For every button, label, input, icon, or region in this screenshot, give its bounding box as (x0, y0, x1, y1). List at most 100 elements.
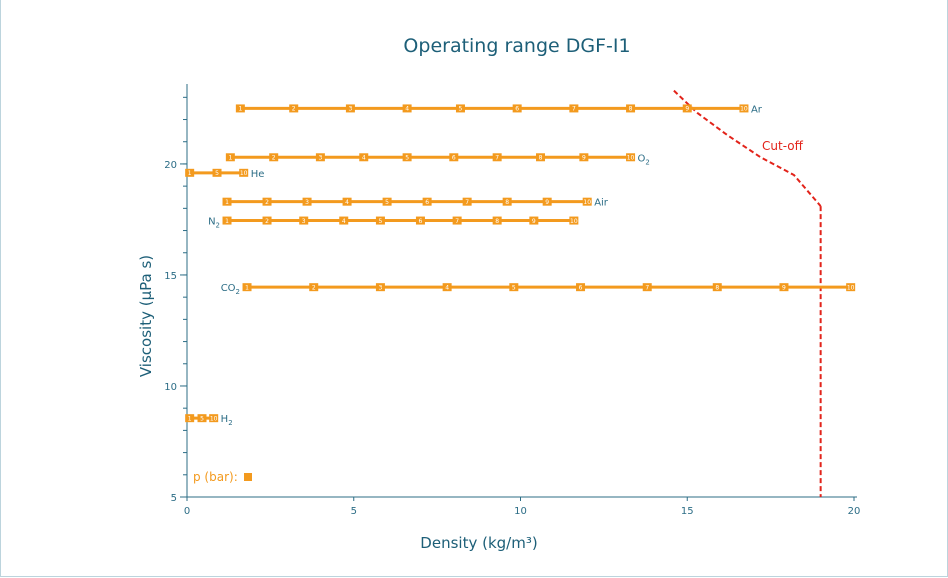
x-tick-label: 5 (351, 506, 357, 517)
pressure-marker (452, 216, 462, 225)
pressure-marker-label: 5 (512, 284, 516, 291)
pressure-marker-label: 6 (515, 106, 519, 113)
pressure-marker-label: 4 (362, 154, 366, 161)
series-label-subscript: 2 (216, 222, 220, 230)
pressure-marker (212, 168, 222, 177)
series-label-subscript: 2 (236, 288, 240, 296)
pressure-marker (492, 153, 502, 162)
pressure-marker-label: 8 (505, 199, 509, 206)
pressure-marker (449, 153, 459, 162)
pressure-marker (415, 216, 425, 225)
pressure-marker (375, 216, 385, 225)
series-label-name: O (638, 153, 646, 164)
series-label: Air (594, 198, 609, 209)
pressure-marker (302, 197, 312, 206)
pressure-marker (235, 104, 245, 113)
pressure-marker (512, 104, 522, 113)
pressure-marker (576, 283, 586, 292)
pressure-marker (442, 283, 452, 292)
pressure-marker (542, 197, 552, 206)
pressure-marker (185, 168, 195, 177)
pressure-marker-label: 10 (240, 170, 248, 177)
pressure-marker (626, 104, 636, 113)
pressure-marker (569, 216, 579, 225)
series-label-name: N (208, 217, 215, 228)
pressure-marker (779, 283, 789, 292)
series-label-subscript: 2 (645, 158, 649, 166)
pressure-marker (359, 153, 369, 162)
pressure-marker (197, 414, 207, 423)
pressure-marker-label: 3 (379, 284, 383, 291)
pressure-marker-label: 2 (272, 154, 276, 161)
y-axis-label: Viscosity (μPa s) (137, 255, 155, 377)
pressure-marker-label: 3 (349, 106, 353, 113)
pressure-marker (402, 153, 412, 162)
pressure-marker (502, 197, 512, 206)
pressure-marker-label: 2 (265, 218, 269, 225)
y-tick-label: 10 (164, 382, 177, 393)
y-tick-label: 5 (171, 493, 177, 504)
x-tick-label: 10 (514, 506, 527, 517)
pressure-marker-label: 1 (238, 106, 242, 113)
pressure-legend-label: p (bar): (193, 470, 238, 484)
y-tick-label: 20 (164, 160, 177, 171)
series-label-subscript: 2 (228, 419, 232, 427)
pressure-marker-label: 8 (495, 218, 499, 225)
pressure-marker (579, 153, 589, 162)
pressure-marker-label: 5 (405, 154, 409, 161)
pressure-marker (569, 104, 579, 113)
pressure-marker-label: 10 (570, 218, 578, 225)
pressure-marker (262, 197, 272, 206)
pressure-marker-label: 6 (452, 154, 456, 161)
x-tick-label: 20 (848, 506, 861, 517)
pressure-marker-label: 5 (200, 415, 204, 422)
pressure-marker-label: 7 (645, 284, 649, 291)
y-tick-label: 15 (164, 271, 177, 282)
pressure-marker (382, 197, 392, 206)
pressure-marker (225, 153, 235, 162)
pressure-marker (222, 216, 232, 225)
pressure-marker (642, 283, 652, 292)
pressure-marker-label: 3 (305, 199, 309, 206)
pressure-marker (375, 283, 385, 292)
pressure-marker (455, 104, 465, 113)
pressure-marker-label: 7 (455, 218, 459, 225)
pressure-marker-label: 9 (545, 199, 549, 206)
chart-title: Operating range DGF-I1 (403, 35, 630, 57)
pressure-marker (209, 414, 219, 423)
series-o2: 1 2 3 4 5 6 7 8 9 10 O2 (225, 153, 650, 166)
pressure-marker (289, 104, 299, 113)
pressure-marker-label: 2 (265, 199, 269, 206)
series-label: CO2 (221, 283, 240, 296)
series-he: 1 5 10 He (185, 168, 264, 180)
pressure-marker-label: 2 (292, 106, 296, 113)
pressure-marker-label: 5 (385, 199, 389, 206)
pressure-marker-label: 7 (495, 154, 499, 161)
pressure-marker-label: 10 (740, 106, 748, 113)
x-axis-label: Density (kg/m³) (420, 534, 537, 552)
pressure-marker (339, 216, 349, 225)
pressure-marker-label: 1 (225, 218, 229, 225)
pressure-marker-label: 7 (465, 199, 469, 206)
pressure-marker-label: 10 (847, 284, 855, 291)
series-label-name: Air (594, 198, 609, 209)
pressure-marker-label: 1 (188, 415, 192, 422)
pressure-marker (739, 104, 749, 113)
series-h2: 1 5 10 H2 (185, 414, 233, 427)
pressure-marker-label: 4 (342, 218, 346, 225)
pressure-marker-label: 1 (245, 284, 249, 291)
pressure-marker (239, 168, 249, 177)
pressure-marker-label: 1 (188, 170, 192, 177)
pressure-marker-label: 7 (572, 106, 576, 113)
pressure-marker-label: 9 (582, 154, 586, 161)
pressure-marker-label: 3 (302, 218, 306, 225)
pressure-marker-label: 2 (312, 284, 316, 291)
pressure-marker (345, 104, 355, 113)
pressure-marker (422, 197, 432, 206)
series-label: H2 (221, 414, 233, 427)
pressure-marker (462, 197, 472, 206)
pressure-marker-label: 4 (445, 284, 449, 291)
series-label-name: Ar (751, 104, 763, 115)
